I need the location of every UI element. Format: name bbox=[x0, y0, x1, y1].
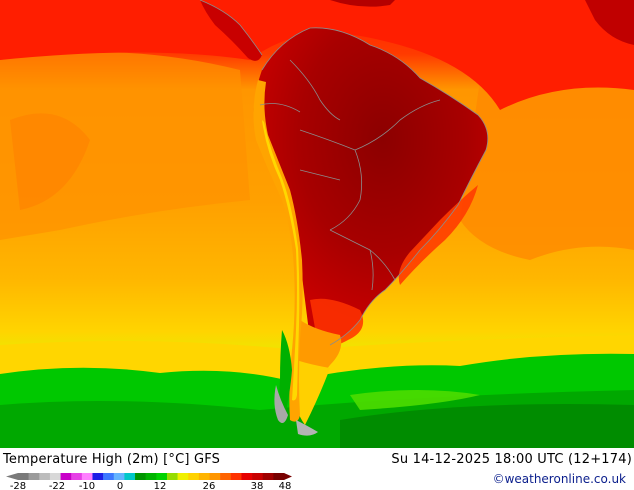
legend-swatches bbox=[6, 473, 292, 480]
legend-tick-label: -22 bbox=[49, 481, 65, 490]
andes-strip bbox=[253, 80, 303, 422]
legend-swatch bbox=[39, 473, 51, 480]
legend-swatch bbox=[92, 473, 104, 480]
brazil-coast-warm bbox=[398, 185, 478, 285]
country-borders bbox=[199, 0, 489, 346]
legend-tick-label: -28 bbox=[10, 481, 26, 490]
legend-swatch bbox=[18, 473, 29, 480]
map-title: Temperature High (2m) [°C] GFS bbox=[3, 452, 221, 467]
caribbean-islands bbox=[330, 0, 395, 7]
color-legend: -28 -22 -10 0 12 26 38 48 bbox=[6, 473, 292, 490]
legend-swatch bbox=[209, 473, 221, 480]
legend-swatch bbox=[124, 473, 136, 480]
southern-dark-green bbox=[340, 404, 634, 448]
legend-swatch bbox=[81, 473, 93, 480]
legend-swatch bbox=[241, 473, 253, 480]
legend-swatch bbox=[198, 473, 210, 480]
legend-swatch bbox=[177, 473, 189, 480]
legend-swatch bbox=[188, 473, 200, 480]
legend-swatch bbox=[135, 473, 146, 480]
andes-cold-core bbox=[262, 120, 300, 401]
legend-swatch bbox=[262, 473, 274, 480]
temperature-map bbox=[0, 0, 634, 448]
ocean-orange-west bbox=[10, 113, 90, 210]
legend-swatch bbox=[252, 473, 264, 480]
legend-tick-label: 26 bbox=[203, 481, 216, 490]
valid-time: Su 14-12-2025 18:00 UTC (12+174) bbox=[391, 452, 632, 467]
andes-gray-south bbox=[274, 385, 288, 424]
legend-swatch bbox=[71, 473, 83, 480]
legend-tick-label: 12 bbox=[154, 481, 167, 490]
legend-swatch bbox=[145, 473, 157, 480]
andes-green-south bbox=[279, 330, 292, 420]
legend-tick-label: -10 bbox=[79, 481, 95, 490]
legend-swatch bbox=[103, 473, 115, 480]
ocean-warm-west bbox=[0, 52, 250, 240]
central-america bbox=[200, 0, 262, 61]
ocean-warm-east bbox=[460, 76, 634, 260]
light-green-east bbox=[350, 390, 480, 410]
africa-edge bbox=[585, 0, 634, 45]
legend-tick-label: 38 bbox=[251, 481, 264, 490]
legend-arrow-low bbox=[6, 473, 18, 480]
legend-tick-label: 0 bbox=[117, 481, 123, 490]
legend-swatch bbox=[49, 473, 61, 480]
legend-swatch bbox=[220, 473, 232, 480]
credit-link[interactable]: ©weatheronline.co.uk bbox=[492, 472, 626, 486]
tropical-band bbox=[0, 0, 634, 110]
legend-swatch bbox=[273, 473, 285, 480]
legend-swatch bbox=[156, 473, 168, 480]
legend-arrow-high bbox=[284, 473, 292, 480]
legend-swatch bbox=[60, 473, 72, 480]
legend-swatch bbox=[230, 473, 242, 480]
legend-swatch bbox=[166, 473, 178, 480]
tierra-del-fuego-gray bbox=[296, 420, 318, 436]
map-footer: Temperature High (2m) [°C] GFS Su 14-12-… bbox=[0, 448, 634, 490]
south-america-landmass bbox=[253, 27, 488, 347]
legend-swatch bbox=[113, 473, 125, 480]
legend-swatch bbox=[28, 473, 40, 480]
legend-ticks: -28 -22 -10 0 12 26 38 48 bbox=[10, 481, 292, 490]
patagonia-yellow bbox=[292, 360, 330, 425]
legend-tick-label: 48 bbox=[279, 481, 292, 490]
